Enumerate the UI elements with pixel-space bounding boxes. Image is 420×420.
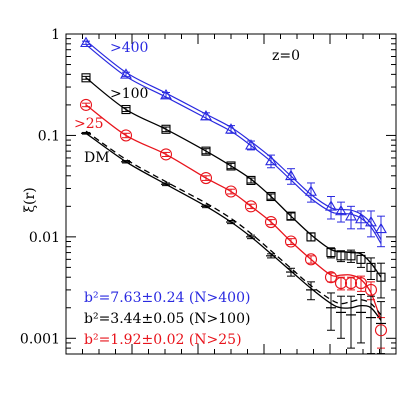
data-point-25 bbox=[224, 185, 238, 198]
data-point-25 bbox=[354, 277, 368, 290]
data-point-25 bbox=[374, 324, 388, 337]
data-markers bbox=[79, 36, 388, 337]
series-label-DM: DM bbox=[84, 150, 110, 166]
data-point-25 bbox=[79, 98, 93, 111]
data-point-25 bbox=[364, 283, 378, 296]
data-point-100 bbox=[366, 262, 376, 272]
y-tick-label: 0.001 bbox=[20, 331, 60, 347]
data-point-400 bbox=[375, 222, 387, 234]
data-point-100 bbox=[336, 251, 346, 261]
data-point-400 bbox=[120, 68, 132, 79]
data-point-400 bbox=[285, 169, 297, 181]
series-label-400: >400 bbox=[110, 40, 148, 56]
data-point-400 bbox=[305, 185, 317, 196]
data-point-25 bbox=[284, 235, 298, 248]
data-point-25 bbox=[334, 277, 348, 290]
data-point-100 bbox=[161, 124, 171, 134]
data-point-25 bbox=[304, 253, 318, 266]
y-axis-label: ξ(r) bbox=[22, 187, 38, 212]
x-axis-ticks bbox=[82, 34, 380, 354]
data-point-25 bbox=[264, 215, 278, 229]
redshift-label: z=0 bbox=[272, 48, 300, 64]
data-point-100 bbox=[266, 191, 276, 202]
data-point-25 bbox=[324, 271, 338, 284]
data-point-100 bbox=[226, 161, 236, 171]
data-point-400 bbox=[160, 88, 172, 100]
series-labels: >400 >100 >25 DM bbox=[74, 40, 148, 166]
y-axis-ticks bbox=[66, 33, 396, 355]
data-point-25 bbox=[344, 277, 358, 290]
series-label-100: >100 bbox=[110, 86, 148, 102]
bias-label-red: b²=1.92±0.02 (N>25) bbox=[84, 332, 242, 348]
bias-label-black: b²=3.44±0.05 (N>100) bbox=[84, 311, 250, 327]
data-point-25 bbox=[199, 172, 213, 185]
data-point-400 bbox=[355, 212, 367, 224]
fit-curve-400 bbox=[85, 40, 382, 240]
bias-label-blue: b²=7.63±0.24 (N>400) bbox=[84, 290, 250, 306]
data-point-100 bbox=[356, 254, 366, 264]
series-label-25: >25 bbox=[74, 116, 104, 132]
data-point-400 bbox=[335, 204, 347, 216]
data-point-100 bbox=[346, 251, 356, 261]
data-point-25 bbox=[244, 200, 258, 213]
data-point-400 bbox=[225, 123, 237, 134]
data-point-400 bbox=[200, 110, 212, 121]
data-point-100 bbox=[326, 248, 336, 258]
y-tick-label: 0.1 bbox=[38, 128, 60, 144]
data-point-100 bbox=[121, 104, 131, 115]
data-point-100 bbox=[306, 232, 316, 242]
data-point-25 bbox=[159, 148, 173, 161]
data-point-100 bbox=[286, 211, 296, 221]
data-point-400 bbox=[265, 154, 277, 166]
data-point-100 bbox=[376, 272, 386, 282]
y-tick-label: 0.01 bbox=[29, 230, 60, 246]
data-point-400 bbox=[345, 210, 357, 221]
data-point-25 bbox=[119, 129, 133, 142]
data-point-100 bbox=[246, 175, 256, 185]
data-point-400 bbox=[365, 215, 377, 227]
y-axis-tick-labels: 1 0.1 0.01 0.001 bbox=[20, 27, 60, 347]
data-point-400 bbox=[80, 36, 92, 48]
data-point-100 bbox=[201, 146, 211, 156]
data-point-400 bbox=[325, 200, 337, 211]
data-point-100 bbox=[81, 73, 91, 83]
data-point-400 bbox=[245, 139, 257, 150]
y-tick-label: 1 bbox=[51, 27, 60, 43]
